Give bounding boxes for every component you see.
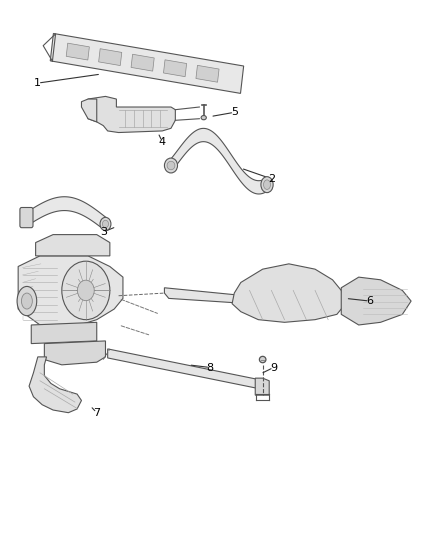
Ellipse shape <box>259 357 266 363</box>
Ellipse shape <box>264 180 271 189</box>
Polygon shape <box>29 357 81 413</box>
Text: 6: 6 <box>366 296 373 306</box>
Ellipse shape <box>102 220 109 228</box>
Text: 9: 9 <box>270 362 277 373</box>
Polygon shape <box>131 54 154 71</box>
Ellipse shape <box>167 161 175 169</box>
Text: 3: 3 <box>100 227 107 237</box>
FancyBboxPatch shape <box>20 207 33 228</box>
Polygon shape <box>35 235 110 256</box>
Ellipse shape <box>201 116 206 120</box>
Polygon shape <box>99 49 122 66</box>
Circle shape <box>62 261 110 320</box>
Text: 5: 5 <box>231 107 238 117</box>
Ellipse shape <box>21 293 32 309</box>
Text: 1: 1 <box>34 78 41 88</box>
Text: 2: 2 <box>268 174 275 184</box>
Ellipse shape <box>164 158 177 173</box>
Polygon shape <box>29 197 106 231</box>
Ellipse shape <box>100 217 111 231</box>
Polygon shape <box>31 322 97 344</box>
Polygon shape <box>108 349 265 390</box>
Polygon shape <box>163 60 187 77</box>
Polygon shape <box>81 99 97 122</box>
Ellipse shape <box>261 176 273 192</box>
Text: 8: 8 <box>207 362 214 373</box>
Polygon shape <box>232 264 346 322</box>
Polygon shape <box>171 128 267 194</box>
Text: 7: 7 <box>93 408 100 418</box>
Polygon shape <box>341 277 411 325</box>
Polygon shape <box>196 66 219 82</box>
Circle shape <box>78 280 94 301</box>
Polygon shape <box>255 378 269 395</box>
Polygon shape <box>44 341 106 365</box>
Polygon shape <box>66 43 89 60</box>
Polygon shape <box>164 288 250 304</box>
Polygon shape <box>88 96 175 133</box>
Polygon shape <box>18 256 123 325</box>
Ellipse shape <box>17 286 37 316</box>
Polygon shape <box>50 34 244 93</box>
Text: 4: 4 <box>159 136 166 147</box>
